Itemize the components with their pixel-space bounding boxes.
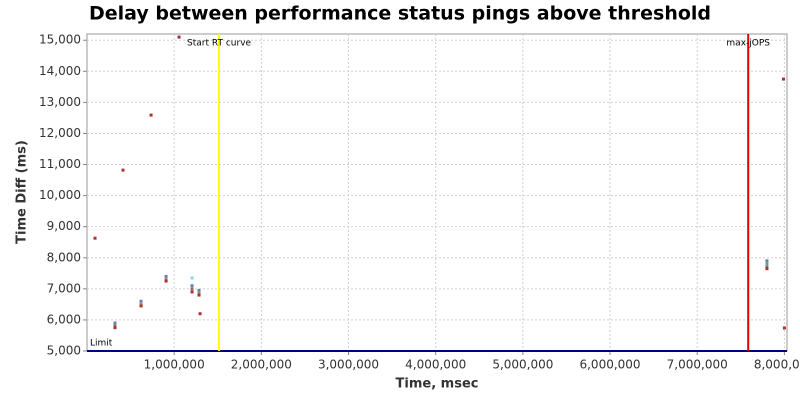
y-tick-label: 7,000 xyxy=(47,281,81,295)
y-tick-label: 11,000 xyxy=(39,157,81,171)
x-tick-label: 8,000,000 xyxy=(754,358,800,372)
point xyxy=(765,262,769,266)
limit-label: Limit xyxy=(90,339,113,349)
point xyxy=(113,326,117,330)
x-tick-label: 3,000,000 xyxy=(318,358,379,372)
point xyxy=(765,259,769,263)
x-tick-label: 7,000,000 xyxy=(667,358,728,372)
point xyxy=(164,278,168,282)
point xyxy=(121,168,125,172)
y-tick-label: 9,000 xyxy=(47,219,81,233)
chart-title: Delay between performance status pings a… xyxy=(89,3,711,25)
x-tick-label: 4,000,000 xyxy=(405,358,466,372)
plot-area xyxy=(86,33,788,352)
point xyxy=(139,302,143,306)
point xyxy=(197,293,201,297)
y-tick-label: 5,000 xyxy=(47,344,81,358)
point xyxy=(177,35,181,39)
point xyxy=(113,321,117,325)
point xyxy=(164,279,168,283)
point xyxy=(93,236,97,240)
point xyxy=(139,304,143,308)
point xyxy=(164,274,168,278)
point xyxy=(139,299,143,303)
point xyxy=(190,290,194,294)
y-tick-label: 13,000 xyxy=(39,95,81,109)
x-tick-label: 2,000,000 xyxy=(231,358,292,372)
x-tick-label: 5,000,000 xyxy=(492,358,553,372)
point xyxy=(197,288,201,292)
y-tick-label: 15,000 xyxy=(39,33,81,47)
point xyxy=(765,267,769,271)
x-axis-label: Time, msec xyxy=(396,377,479,392)
x-tick-label: 6,000,000 xyxy=(579,358,640,372)
point xyxy=(149,113,153,117)
y-tick-label: 14,000 xyxy=(39,64,81,78)
y-tick-label: 8,000 xyxy=(47,250,81,264)
point xyxy=(197,292,201,296)
point xyxy=(782,77,786,81)
point xyxy=(198,312,202,316)
y-tick-label: 10,000 xyxy=(39,188,81,202)
point xyxy=(782,326,786,330)
x-tick-label: 1,000,000 xyxy=(144,358,205,372)
point xyxy=(113,324,117,328)
point xyxy=(765,265,769,269)
point xyxy=(190,276,194,280)
marker-label: max-jOPS xyxy=(726,39,770,49)
point xyxy=(190,287,194,291)
y-tick-label: 12,000 xyxy=(39,126,81,140)
marker-label: Start RT curve xyxy=(187,39,251,49)
y-tick-label: 6,000 xyxy=(47,312,81,326)
point xyxy=(190,284,194,288)
y-axis-label: Time Diff (ms) xyxy=(15,140,30,244)
